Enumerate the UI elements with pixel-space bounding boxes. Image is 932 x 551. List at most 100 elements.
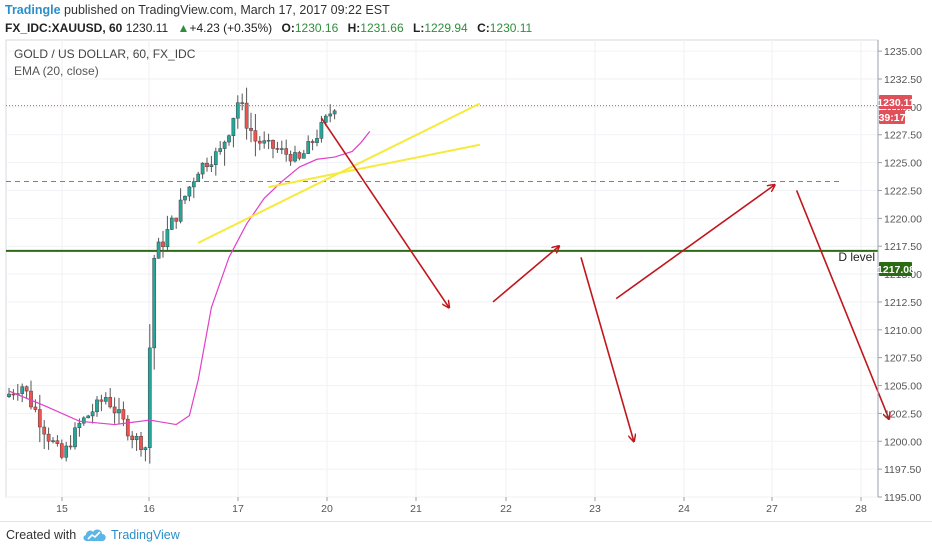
candle-body[interactable]: [257, 140, 262, 144]
candle-body[interactable]: [143, 447, 148, 450]
level-line-label: D level: [838, 250, 875, 264]
trend-lines[interactable]: [197, 102, 481, 244]
candle-body[interactable]: [323, 115, 328, 123]
projection-arrows[interactable]: [320, 117, 889, 441]
candle-body[interactable]: [178, 199, 183, 222]
price-tick-label: 1225.00: [884, 158, 922, 170]
candle-body[interactable]: [139, 435, 143, 450]
candle-body[interactable]: [117, 409, 121, 414]
price-chart[interactable]: 1235.001232.501230.001227.501225.001222.…: [0, 38, 932, 520]
time-tick-label: 16: [143, 503, 155, 515]
candle-body[interactable]: [310, 141, 315, 143]
candle-body[interactable]: [244, 102, 249, 129]
plot-area[interactable]: [5, 39, 879, 498]
ema-line: [8, 131, 371, 426]
time-tick-label: 23: [589, 503, 601, 515]
projection-arrow[interactable]: [492, 246, 559, 303]
candle-body[interactable]: [152, 258, 157, 349]
published-text: published on TradingView.com, March 17, …: [60, 3, 390, 17]
candle-body[interactable]: [231, 117, 236, 136]
candle-body[interactable]: [319, 122, 324, 139]
candle-body[interactable]: [90, 411, 95, 417]
candle-body[interactable]: [235, 102, 240, 119]
candle-body[interactable]: [271, 139, 275, 149]
candle-body[interactable]: [262, 140, 267, 144]
candle-body[interactable]: [99, 399, 104, 402]
candle-body[interactable]: [209, 164, 214, 167]
candle-body[interactable]: [29, 390, 33, 408]
candle-body[interactable]: [95, 399, 99, 413]
candle-body[interactable]: [253, 130, 258, 142]
candle-body[interactable]: [77, 422, 82, 429]
candle-body[interactable]: [183, 195, 187, 201]
projection-arrow[interactable]: [615, 185, 774, 300]
candle-body[interactable]: [284, 148, 289, 155]
candle-body[interactable]: [165, 229, 170, 248]
projection-arrow[interactable]: [795, 190, 889, 419]
low-label: L:: [413, 21, 425, 35]
candle-body[interactable]: [37, 409, 42, 428]
candle-body[interactable]: [51, 440, 55, 442]
candle-body[interactable]: [130, 435, 135, 441]
candle-body[interactable]: [222, 141, 227, 149]
candle-body[interactable]: [332, 110, 337, 115]
candle-body[interactable]: [213, 151, 218, 165]
candle-body[interactable]: [205, 162, 209, 167]
candle-body[interactable]: [121, 409, 126, 420]
candle-body[interactable]: [266, 139, 271, 142]
candle-body[interactable]: [275, 148, 280, 150]
candle-body[interactable]: [55, 440, 60, 444]
candle-body[interactable]: [174, 217, 179, 222]
publish-header: Tradingle published on TradingView.com, …: [5, 2, 390, 18]
candle-body[interactable]: [297, 152, 302, 159]
candle-body[interactable]: [249, 128, 253, 131]
candle-body[interactable]: [86, 415, 91, 419]
candle-body[interactable]: [191, 181, 196, 188]
candle-body[interactable]: [125, 418, 130, 437]
candle-body[interactable]: [46, 433, 51, 442]
candle-body[interactable]: [301, 153, 306, 159]
candle-body[interactable]: [227, 135, 231, 143]
candle-body[interactable]: [288, 154, 293, 162]
candle-body[interactable]: [279, 148, 284, 150]
candle-body[interactable]: [20, 386, 25, 394]
candle-body[interactable]: [64, 445, 69, 458]
candle-body[interactable]: [103, 397, 108, 402]
candle-body[interactable]: [108, 397, 113, 408]
author-link[interactable]: Tradingle: [5, 3, 61, 17]
candles[interactable]: [7, 87, 337, 464]
candle-body[interactable]: [315, 138, 319, 143]
time-tick-label: 15: [56, 503, 68, 515]
candle-body[interactable]: [73, 427, 77, 448]
candle-body[interactable]: [200, 162, 205, 175]
candle-body[interactable]: [7, 393, 11, 397]
tradingview-cloud-icon[interactable]: [82, 527, 108, 543]
chart-frame[interactable]: 1235.001232.501230.001227.501225.001222.…: [0, 38, 932, 520]
candle-body[interactable]: [156, 241, 161, 259]
candle-body[interactable]: [68, 445, 73, 448]
candle-body[interactable]: [169, 217, 174, 230]
candle-body[interactable]: [293, 152, 297, 162]
projection-arrow[interactable]: [580, 257, 634, 441]
candle-body[interactable]: [196, 173, 201, 183]
projection-arrow[interactable]: [320, 117, 449, 307]
candle-body[interactable]: [81, 417, 86, 424]
candle-body[interactable]: [240, 102, 245, 104]
candle-body[interactable]: [187, 186, 192, 197]
candle-body[interactable]: [112, 406, 117, 414]
candle-body[interactable]: [42, 426, 47, 435]
candle-body[interactable]: [11, 393, 16, 396]
candle-body[interactable]: [218, 148, 223, 152]
candle-body[interactable]: [147, 347, 152, 448]
candle-body[interactable]: [306, 141, 311, 154]
candle-body[interactable]: [161, 241, 165, 248]
up-arrow-icon: ▲: [177, 21, 190, 35]
candle-body[interactable]: [328, 113, 333, 117]
time-axis[interactable]: 15 16 17 20 21 22 23 24 27 28: [56, 497, 867, 515]
candle-body[interactable]: [59, 443, 64, 458]
candle-body[interactable]: [134, 435, 139, 441]
trend-line[interactable]: [268, 143, 480, 189]
candle-body[interactable]: [24, 386, 29, 392]
candle-body[interactable]: [33, 406, 38, 410]
tradingview-brand-link[interactable]: TradingView: [111, 528, 180, 542]
